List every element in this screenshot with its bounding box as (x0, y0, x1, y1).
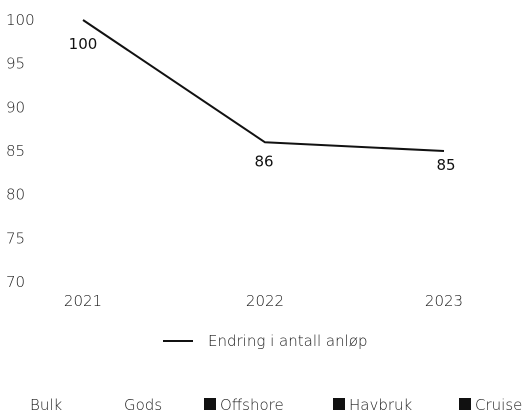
y-tick-label: 90 (6, 98, 25, 116)
bottom-legend-label: Gods (124, 396, 162, 414)
bottom-legend-label: Offshore (220, 396, 284, 414)
legend: Endring i antall anløp (163, 332, 368, 350)
x-tick-label: 2021 (64, 292, 102, 310)
data-label: 100 (69, 35, 98, 53)
legend-entry-label: Endring i antall anløp (208, 332, 368, 350)
x-tick-label: 2023 (425, 292, 463, 310)
legend-square-marker (459, 398, 471, 410)
y-tick-label: 80 (6, 186, 25, 204)
bottom-legend-label: Cruise (475, 396, 522, 414)
bottom-legend: Bulk Gods Offshore Havbruk Cruise (30, 396, 522, 414)
y-tick-label: 85 (6, 142, 25, 160)
bottom-legend-label: Havbruk (349, 396, 413, 414)
data-labels: 100 86 85 (69, 35, 456, 174)
y-tick-label: 70 (6, 273, 25, 291)
y-tick-label: 100 (6, 11, 35, 29)
legend-square-marker (204, 398, 216, 410)
y-axis: 100 95 90 85 80 75 70 (6, 11, 35, 291)
series-line (82, 19, 445, 152)
x-axis: 2021 2022 2023 (64, 292, 463, 310)
y-tick-label: 95 (6, 55, 25, 73)
data-label: 85 (436, 156, 455, 174)
plot-area (82, 19, 445, 152)
data-label: 86 (254, 152, 273, 170)
bottom-legend-label: Bulk (30, 396, 62, 414)
legend-square-marker (333, 398, 345, 410)
y-tick-label: 75 (6, 229, 25, 247)
x-tick-label: 2022 (246, 292, 284, 310)
